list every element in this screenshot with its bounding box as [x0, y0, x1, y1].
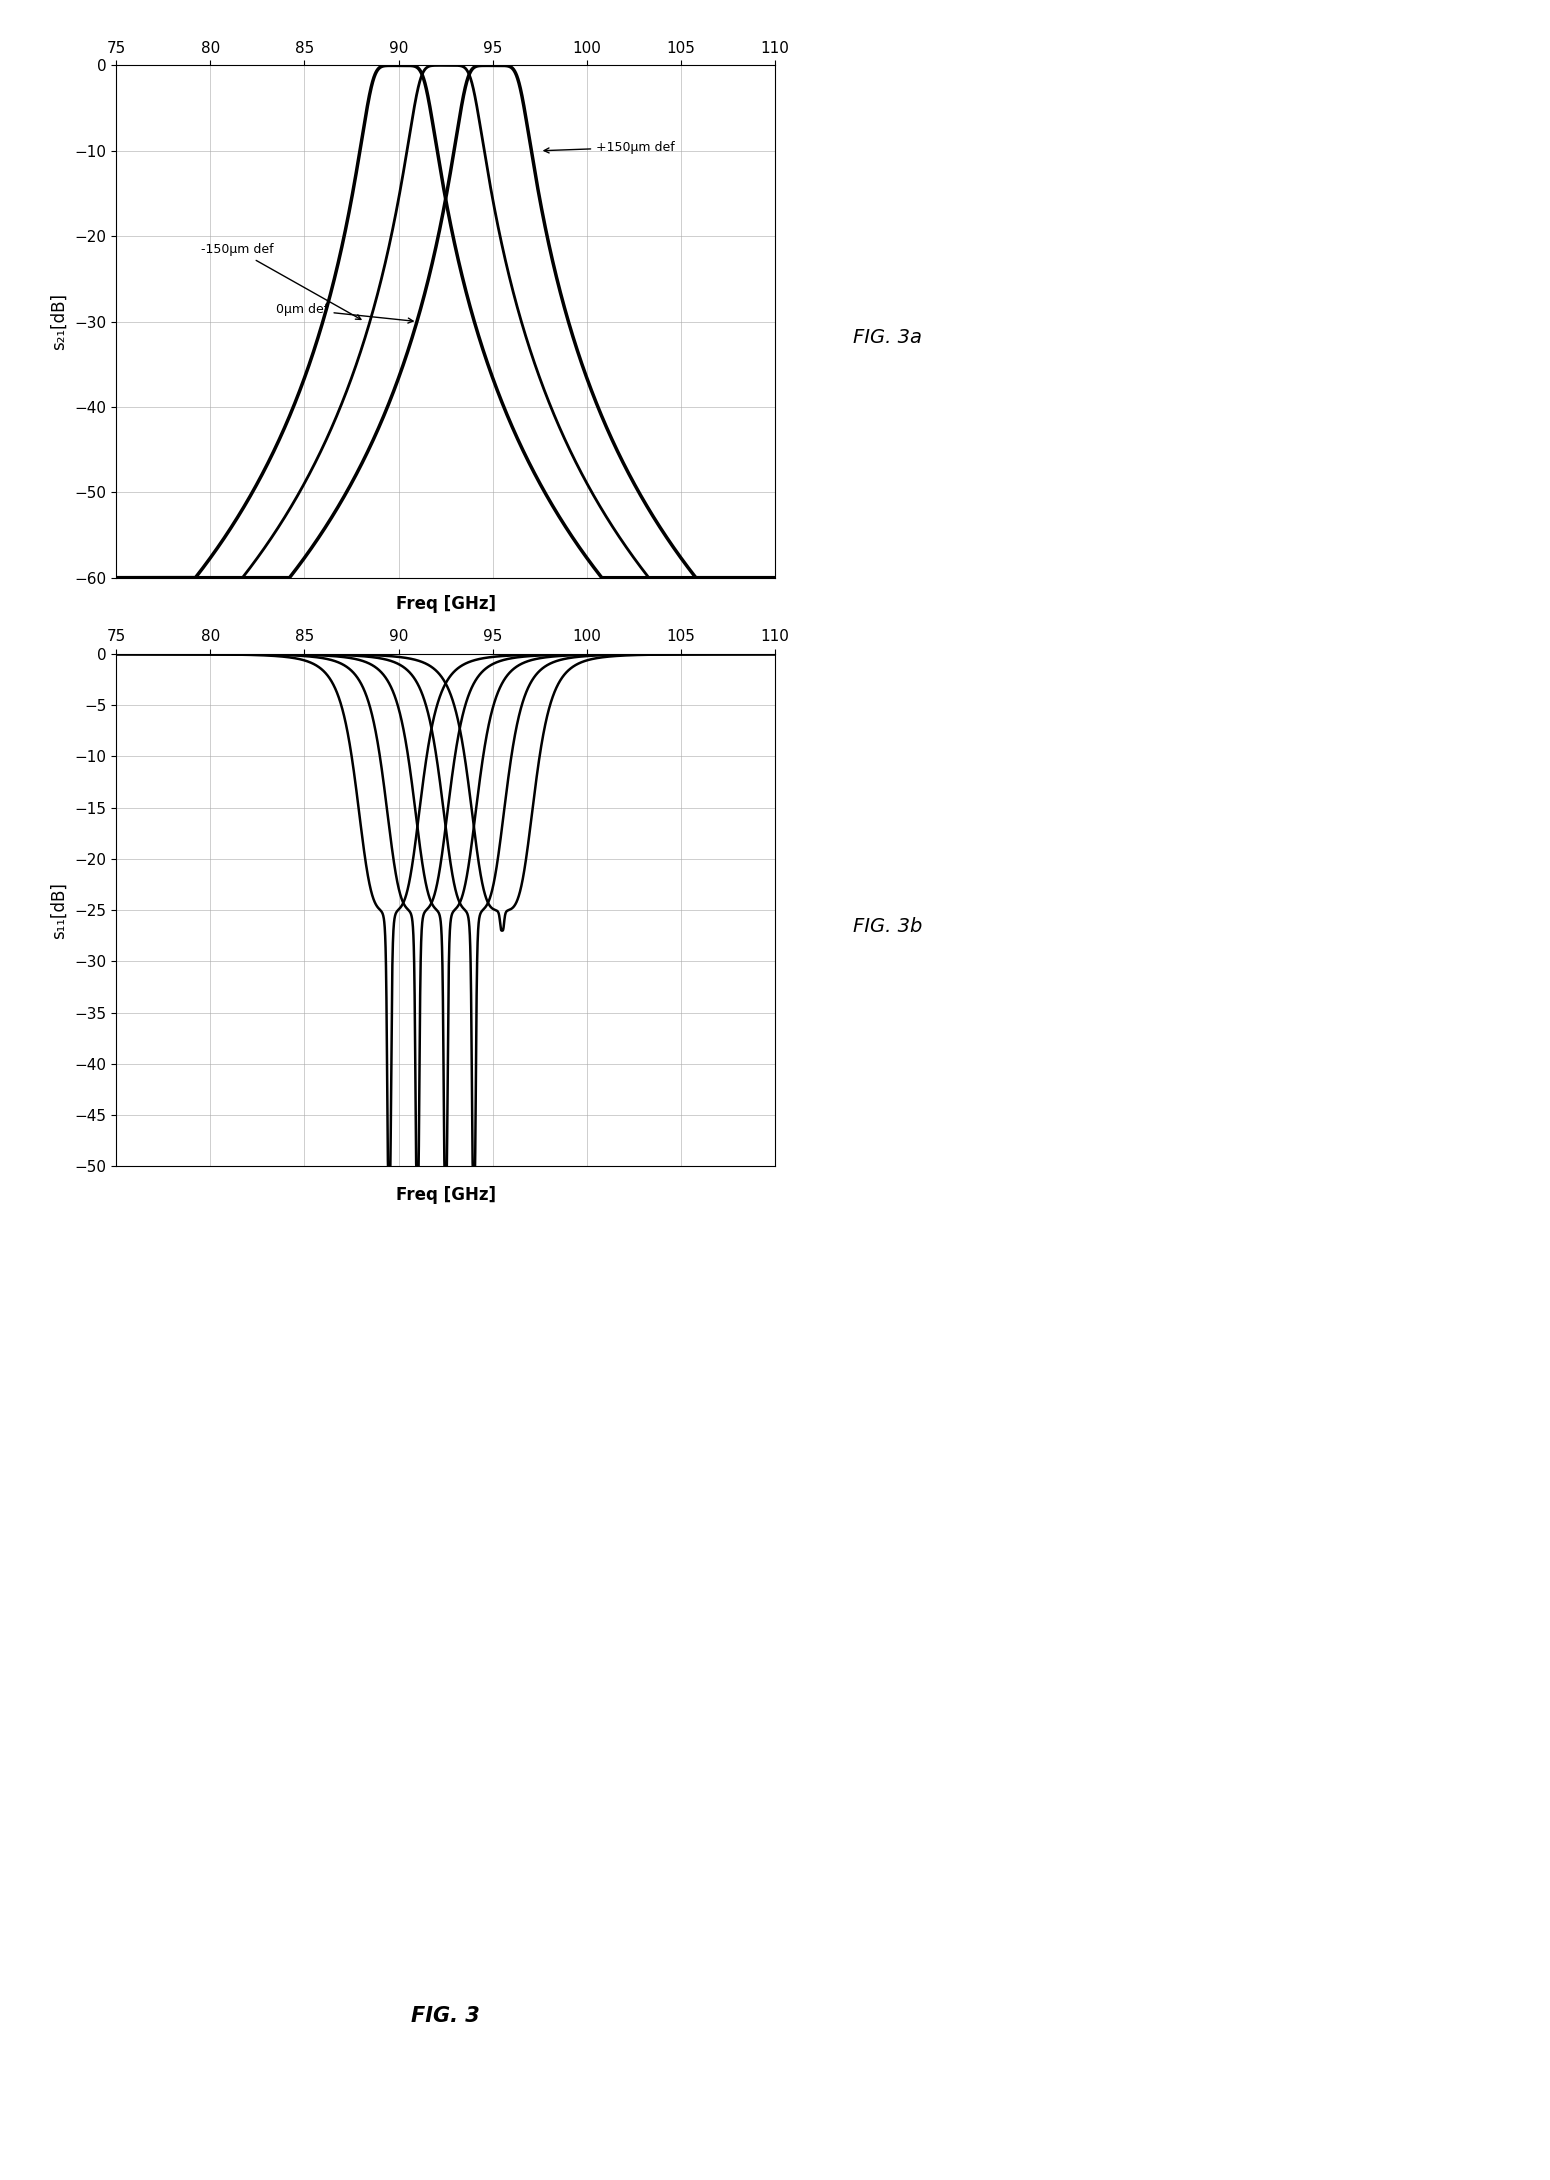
Y-axis label: s₂₁[dB]: s₂₁[dB]	[50, 292, 68, 351]
Text: +150μm def: +150μm def	[544, 142, 674, 155]
Text: FIG. 3b: FIG. 3b	[853, 918, 922, 935]
Y-axis label: s₁₁[dB]: s₁₁[dB]	[50, 881, 68, 940]
Text: Freq [GHz]: Freq [GHz]	[395, 1186, 496, 1203]
Text: 0μm def: 0μm def	[276, 303, 414, 323]
Text: Freq [GHz]: Freq [GHz]	[395, 595, 496, 613]
Text: FIG. 3a: FIG. 3a	[853, 329, 922, 347]
Text: -150μm def: -150μm def	[202, 244, 361, 320]
Text: FIG. 3: FIG. 3	[411, 2006, 480, 2027]
